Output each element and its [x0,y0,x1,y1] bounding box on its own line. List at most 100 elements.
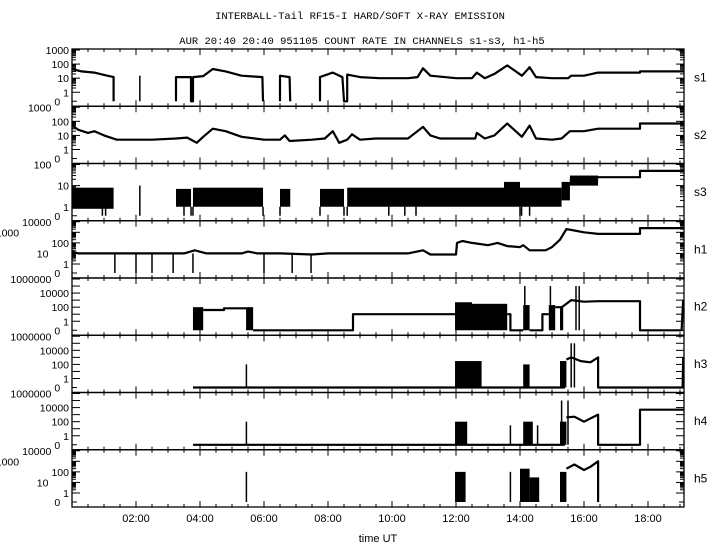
y-tick-label: 1000000 [10,274,51,286]
y-tick-label: 1 [63,316,69,328]
data-line [529,313,549,332]
data-band [192,307,204,331]
y-tick-label: 10 [37,248,49,260]
x-tick-label: 02:00 [122,513,150,525]
panel-label: h4 [694,414,708,428]
data-band [455,421,468,445]
data-band [569,175,599,186]
y-tick-label: 10 [57,181,69,193]
y-tick-label: 0 [54,440,60,452]
y-tick-label: 1 [63,431,69,443]
y-tick-label: 0 [54,154,60,166]
panel-h4: h4 [71,391,708,451]
data-line [203,307,247,312]
y-tick-label: 1 [63,202,69,214]
data-band [560,307,564,331]
chart-subtitle: AUR 20:40 20:40 951105 COUNT RATE IN CHA… [179,36,544,48]
panel-frame [71,449,685,508]
y-tick-label: 1000000 [10,331,51,343]
y-tick-label: 10 [37,477,49,489]
data-line [278,74,292,102]
y-tick-label: 100 [51,417,69,429]
data-band [529,477,540,502]
data-band [523,305,530,331]
x-tick-label: 14:00 [506,513,534,525]
y-tick-label: 10000 [40,288,69,300]
data-line [71,227,684,256]
x-tick-label: 18:00 [634,513,662,525]
y-tick-label: 1000000 [10,389,51,401]
data-line [253,313,455,332]
y-tick-label: 1 [63,374,69,386]
data-band [548,305,556,331]
y-tick-label: 100 [51,59,69,71]
data-band [246,307,254,331]
x-axis: 02:00 04:00 06:00 08:00 10:00 12:00 14:00 16:00… [122,513,662,525]
x-axis-label: time UT [359,533,398,545]
data-line [569,169,684,186]
y-tick-label: 0 [54,497,60,509]
y-tick-label: 100 [51,302,69,314]
panel-frame [71,105,685,165]
panel-label: s1 [694,71,707,85]
data-band [520,187,562,207]
panel-frame [71,391,685,451]
y-tick-label: 1 [63,259,69,271]
x-tick-label: 04:00 [186,513,214,525]
y-tick-label: 1 [63,488,69,500]
data-line [71,67,115,102]
data-band [523,421,533,445]
data-band [455,471,466,502]
y-tick-label: 1 [63,87,69,99]
data-band [561,181,570,201]
panel-h2: h2 [71,277,708,336]
y-tick-label: 10 [57,130,69,142]
y-tick-label: 10000 [22,217,51,229]
data-band [520,468,530,502]
y-tick-label: 1000 [28,102,52,114]
data-band [455,361,482,388]
y-tick-label: 1 [63,145,69,157]
data-band [347,187,504,207]
y-tick-label: 0 [54,325,60,337]
panel-label: h3 [694,357,708,371]
y-tick-label: 100 [51,359,69,371]
panel-s3: s3 [71,162,707,222]
data-line [71,122,684,144]
y-tick-label: 1000 [46,45,70,57]
data-band [560,361,567,388]
y-tick-label: 10 [57,73,69,85]
y-tick-label: 0 [54,268,60,280]
data-line [507,313,524,332]
data-band [176,188,192,207]
y-tick-label: 10000 [22,446,51,458]
x-tick-label: 16:00 [570,513,598,525]
panel-h3: h3 [71,334,708,394]
x-tick-label: 06:00 [250,513,278,525]
panel-frame [71,334,685,394]
data-band [504,181,520,207]
panel-label: s3 [694,185,707,199]
y-tick-label: 100 [51,116,69,128]
panel-h1: h1 [71,220,708,279]
data-band [560,421,567,445]
data-band [455,302,472,331]
panel-frame [71,277,685,336]
data-band [72,187,114,209]
panels: s1 s2 s3 h1 h2 h3 h4 h5 [71,48,708,508]
y-tick-label: 100 [34,160,52,172]
data-band [560,471,567,502]
panel-s1: s1 [71,48,707,107]
y-tick-label: 1000 [0,227,19,239]
y-tick-label: 10000 [40,403,69,415]
panel-h5: h5 [71,449,708,508]
data-line [566,408,684,446]
panel-label: h2 [694,300,708,314]
x-tick-label: 10:00 [378,513,406,525]
data-line [555,299,685,332]
y-tick-label: 100 [51,238,69,250]
data-line [565,460,600,502]
chart-title: INTERBALL-Tail RF15-I HARD/SOFT X-RAY EM… [215,11,505,23]
y-tick-labels: 1000100101010001001010100101010000100010… [0,45,69,509]
data-band [472,303,508,331]
